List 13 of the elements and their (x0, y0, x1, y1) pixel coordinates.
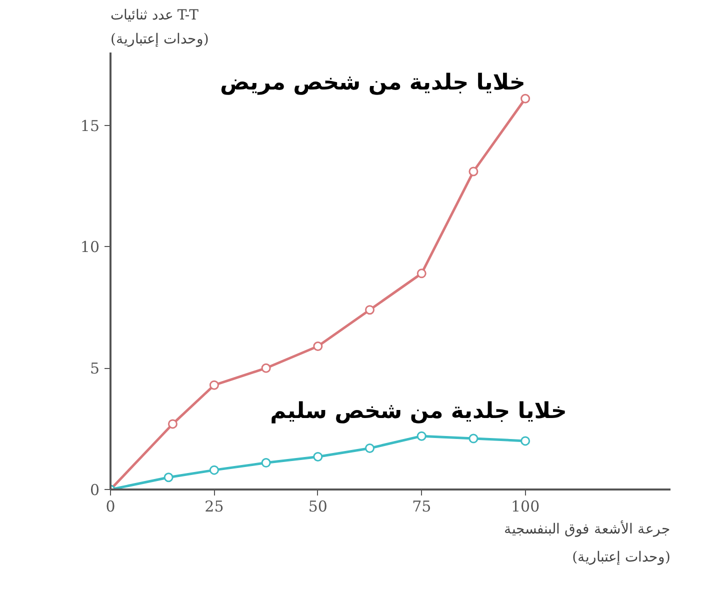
series-label: خلايا جلدية من شخص سليم (270, 398, 567, 424)
x-tick-label: 50 (308, 498, 328, 516)
x-tick-label: 75 (412, 498, 432, 516)
series-label: خلايا جلدية من شخص مريض (220, 70, 526, 96)
y-tick-label: 0 (90, 481, 100, 499)
y-tick-label: 10 (80, 238, 100, 256)
y-axis-title: عدد ثنائيات T-T (وحدات إعتبارية) (110, 8, 209, 48)
x-tick-label: 25 (204, 498, 224, 516)
y-tick-label: 5 (90, 360, 100, 378)
x-axis-title: جرعة الأشعة فوق البنفسجية (وحدات إعتبارية) (504, 520, 671, 566)
x-tick-label: 100 (511, 498, 540, 516)
x-tick-label: 0 (106, 498, 116, 516)
y-tick-label: 15 (80, 116, 100, 135)
